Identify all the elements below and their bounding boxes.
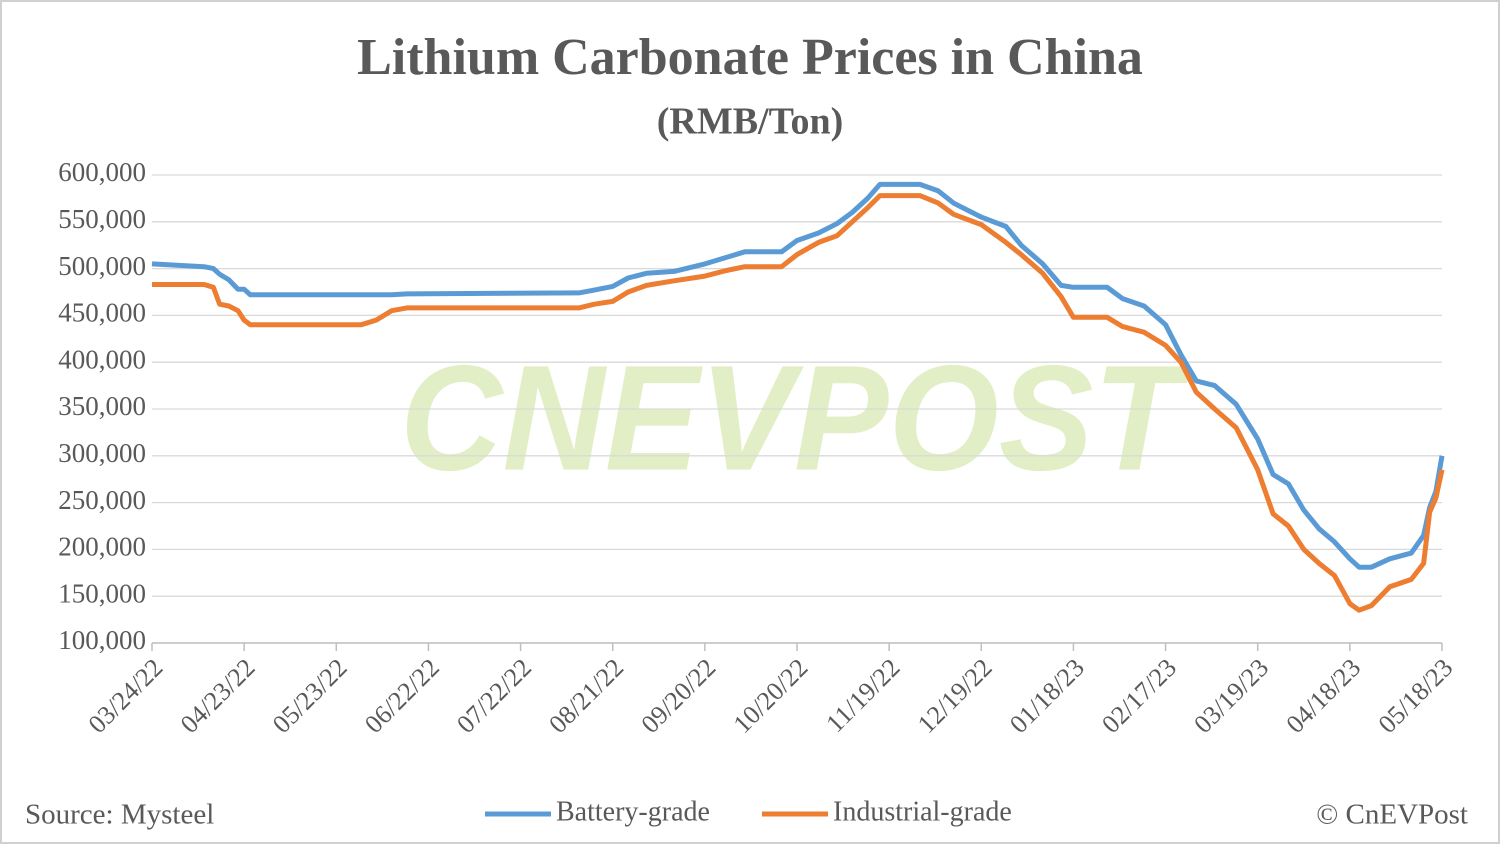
legend-label: Battery-grade [556,796,710,827]
y-tick-label: 350,000 [58,391,146,421]
source: Source: Mysteel [25,799,214,831]
y-tick-label: 550,000 [58,204,146,234]
series-line [152,193,1445,613]
y-tick-label: 300,000 [58,438,146,468]
watermark: CNEVPOST [400,334,1191,502]
series-line [151,181,1445,570]
y-tick-label: 400,000 [58,344,146,374]
chart-title: Lithium Carbonate Prices in China [357,29,1143,86]
y-tick-label: 600,000 [58,157,146,187]
y-tick-label: 500,000 [58,251,146,281]
chart-subtitle: (RMB/Ton) [657,101,844,143]
legend-label: Industrial-grade [833,796,1012,827]
credit: © CnEVPost [1316,799,1468,831]
y-tick-label: 200,000 [58,532,146,562]
y-tick-label: 150,000 [58,578,146,608]
y-tick-label: 250,000 [58,485,146,515]
y-tick-label: 450,000 [58,298,146,328]
y-tick-label: 100,000 [58,625,146,655]
